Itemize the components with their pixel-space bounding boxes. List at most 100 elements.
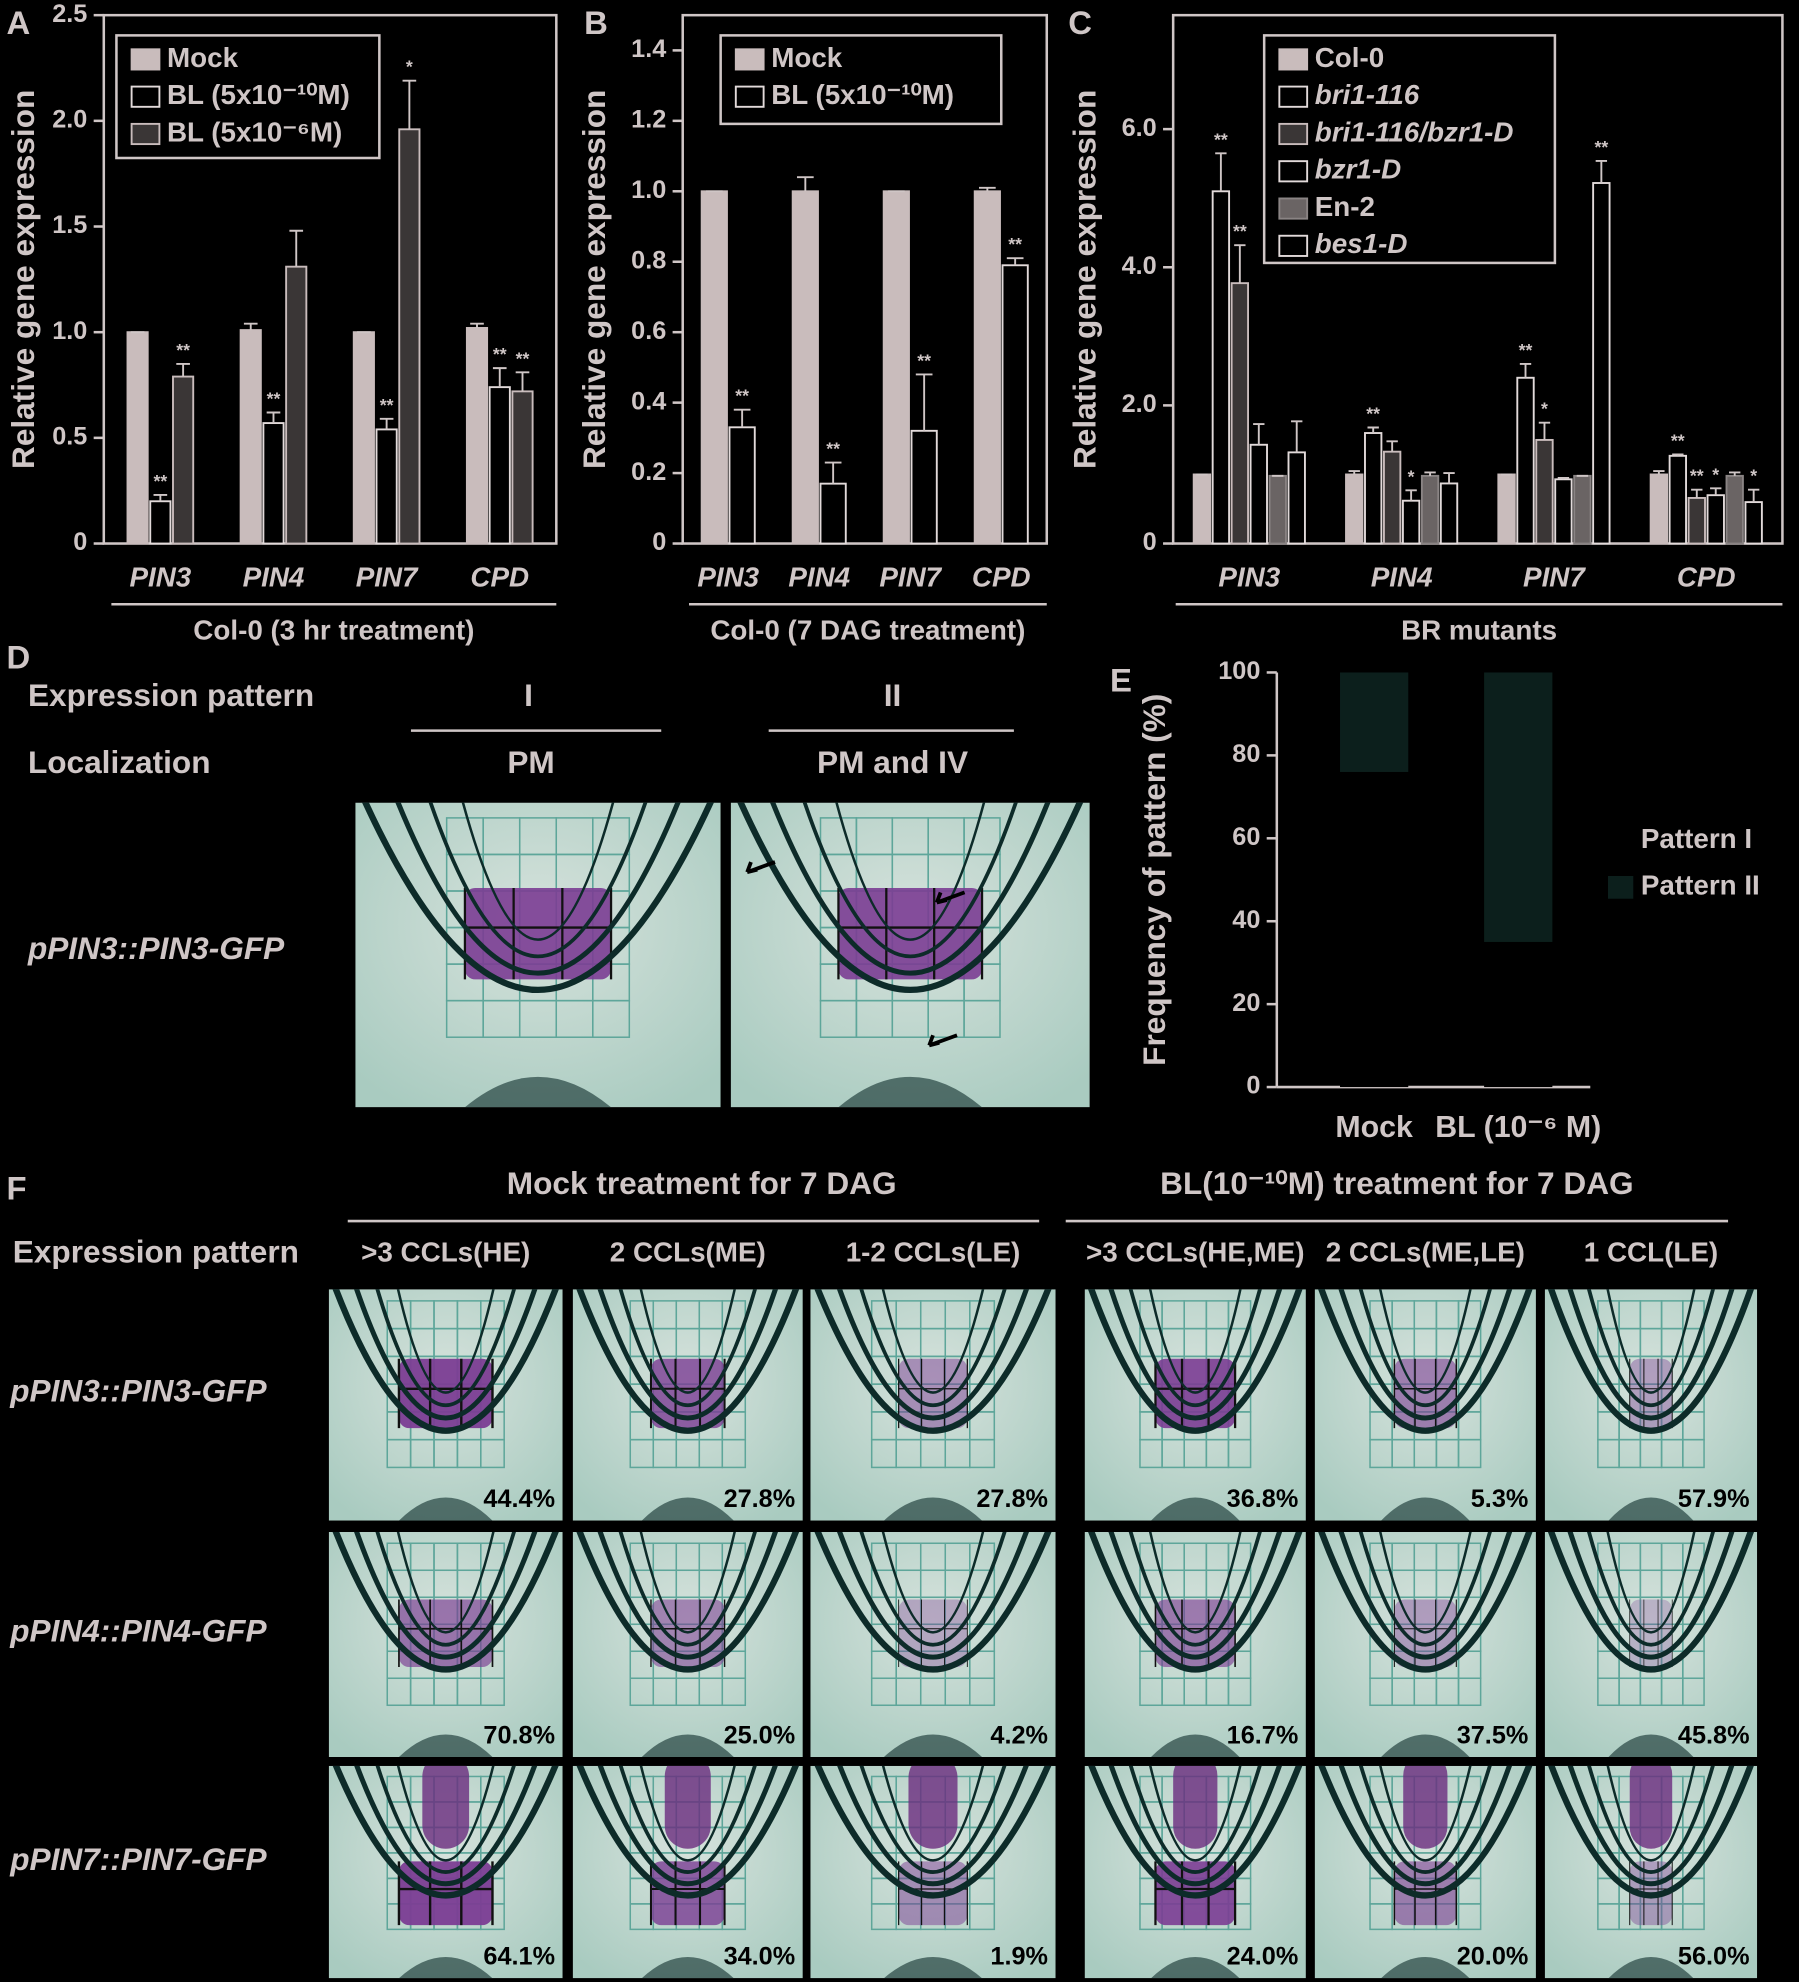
error-bar <box>1386 440 1398 452</box>
root-outline <box>837 1765 1029 1886</box>
cell <box>969 1677 996 1707</box>
root-outline <box>859 1289 1007 1408</box>
cap <box>1381 1734 1470 1758</box>
legend-label: BL (5x10⁻¹⁰M) <box>167 79 350 110</box>
cap <box>398 1956 493 1979</box>
root-outline <box>428 802 648 958</box>
error-bar <box>796 176 814 192</box>
legend-swatch <box>1607 829 1634 852</box>
y-tick-label: 0 <box>1143 528 1157 556</box>
percentage: 27.8% <box>724 1485 796 1513</box>
significance: ** <box>516 348 530 368</box>
root-outline <box>837 1532 1029 1660</box>
significance: * <box>1750 466 1757 486</box>
row-label: pPIN4::PIN4-GFP <box>9 1613 267 1649</box>
error-bar <box>1538 421 1551 440</box>
error-bar <box>379 417 394 430</box>
y-tick-label: 0.8 <box>631 246 666 274</box>
cap <box>1381 1956 1470 1979</box>
root-outline <box>1358 1532 1492 1647</box>
bar <box>1401 499 1421 545</box>
y-tick-label: 4.0 <box>1122 252 1157 280</box>
column-header: 2 CCLs(ME,LE) <box>1326 1236 1525 1267</box>
error-bar <box>1519 363 1532 378</box>
y-axis-label: Frequency of pattern (%) <box>1136 694 1172 1066</box>
root-outline <box>814 1532 1052 1673</box>
cap <box>1608 1497 1694 1521</box>
micrograph <box>328 1765 563 1979</box>
error-bar <box>176 362 190 377</box>
bar <box>1382 450 1402 545</box>
column-header: 1 CCL(LE) <box>1584 1236 1718 1267</box>
root-outline <box>1108 1532 1283 1660</box>
cell <box>1227 1677 1252 1707</box>
arrow <box>927 1033 958 1048</box>
micrograph <box>328 1289 563 1521</box>
root-outline <box>802 802 1018 958</box>
bar <box>1573 474 1592 545</box>
bar <box>1592 182 1611 545</box>
bar <box>1249 443 1268 545</box>
root-outline <box>1318 1532 1533 1673</box>
micrograph <box>1084 1532 1306 1758</box>
x-tick-label: PIN7 <box>879 561 942 592</box>
error-bar <box>1348 470 1360 475</box>
cell <box>480 1677 505 1707</box>
legend-swatch <box>1278 122 1309 146</box>
cell <box>1682 1438 1705 1469</box>
root-outline <box>1567 1532 1735 1660</box>
x-tick-label: PIN7 <box>1523 561 1586 592</box>
stele <box>1403 1765 1448 1849</box>
root-outline <box>1088 1765 1303 1899</box>
y-tick-label: 100 <box>1218 657 1260 685</box>
root-outline <box>639 1765 736 1862</box>
cell <box>1457 1438 1482 1469</box>
percentage: 37.5% <box>1457 1721 1529 1749</box>
micrograph <box>572 1765 803 1979</box>
root-outline <box>1358 1765 1492 1874</box>
cap <box>641 1497 734 1521</box>
root-outline <box>1148 1289 1242 1394</box>
root-outline <box>639 1532 736 1634</box>
error-bar <box>289 229 304 267</box>
x-tick-label: PIN3 <box>129 561 191 592</box>
y-tick-label: 2.5 <box>52 0 87 28</box>
root-outline <box>354 1289 538 1421</box>
legend-label: bri1-116 <box>1315 79 1420 110</box>
row-header: Localization <box>28 744 211 780</box>
bar <box>819 482 847 545</box>
root-outline <box>1587 1289 1715 1408</box>
panel-label: A <box>6 4 30 41</box>
x-tick-label: PIN7 <box>356 561 419 592</box>
stele <box>422 1765 470 1849</box>
error-bar <box>266 411 281 424</box>
y-axis-label: Relative gene expression <box>576 90 612 469</box>
root-outline <box>332 1532 559 1673</box>
x-tick-label: PIN4 <box>1371 561 1433 592</box>
significance: * <box>1712 464 1719 484</box>
root-outline <box>375 1765 516 1874</box>
bar <box>239 329 262 545</box>
micrograph <box>328 1532 563 1758</box>
cap <box>398 1734 493 1758</box>
root-outline <box>375 1532 516 1647</box>
y-axis-label: Relative gene expression <box>1067 90 1103 469</box>
legend-box <box>719 34 1003 126</box>
error-bar <box>1405 489 1417 501</box>
root-outline <box>881 1532 985 1634</box>
significance: ** <box>153 471 167 491</box>
panel-label: E <box>1110 661 1132 698</box>
legend-swatch <box>734 48 765 71</box>
cell <box>1457 1903 1482 1931</box>
root-outline <box>814 1289 1052 1434</box>
bar <box>1439 482 1459 545</box>
y-axis-label: Relative gene expression <box>5 90 41 469</box>
bar <box>1211 190 1231 545</box>
legend-swatch <box>1607 875 1634 899</box>
cell <box>592 999 631 1038</box>
y-tick-label: 1.5 <box>52 211 87 239</box>
cell <box>480 1438 505 1469</box>
bar <box>1706 494 1725 545</box>
significance: ** <box>1594 137 1608 157</box>
signal <box>838 887 983 980</box>
